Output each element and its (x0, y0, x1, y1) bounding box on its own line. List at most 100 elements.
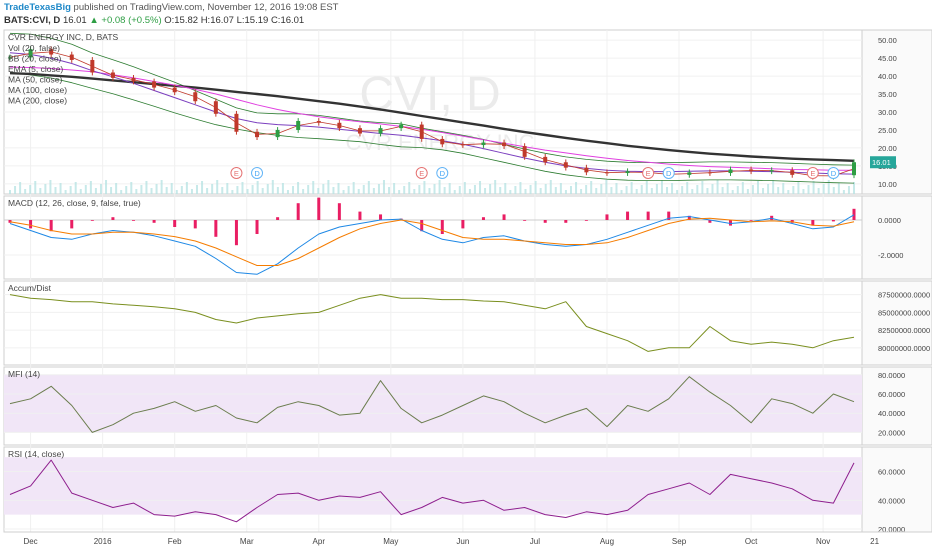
volume-bar (696, 185, 699, 194)
volume-bar (155, 184, 158, 194)
volume-bar (175, 190, 178, 194)
candle-body (152, 81, 157, 88)
volume-bar (14, 186, 17, 194)
candle-body (193, 92, 198, 102)
dividend-icon[interactable]: D (662, 167, 675, 179)
price-legend-item[interactable]: MA (50, close) (8, 75, 62, 85)
price-legend-item[interactable]: MA (200, close) (8, 96, 67, 106)
volume-bar (408, 182, 411, 194)
volume-bar (256, 181, 259, 194)
macd-histogram-bar (152, 220, 156, 223)
price-tick-label: 40.00 (878, 72, 897, 81)
earnings-icon[interactable]: E (806, 167, 819, 179)
macd-histogram-bar (214, 220, 218, 237)
macd-histogram-bar (626, 211, 630, 220)
earnings-icon[interactable]: E (642, 167, 655, 179)
price-legend-item[interactable]: MA (100, close) (8, 85, 67, 95)
price-legend-item[interactable]: BB (20, close) (8, 54, 62, 64)
volume-bar (605, 180, 608, 194)
earnings-icon[interactable]: E (415, 167, 428, 179)
volume-bar (837, 183, 840, 194)
x-tick-label: May (383, 537, 398, 546)
price-tick-label: 45.00 (878, 54, 897, 63)
publisher-link[interactable]: TradeTexasBig (4, 2, 71, 13)
event-label: D (440, 169, 446, 178)
volume-bar (165, 187, 168, 194)
event-label: E (646, 169, 651, 178)
macd-histogram-bar (420, 220, 424, 232)
volume-bar (302, 189, 305, 194)
candle-body (790, 170, 795, 175)
candle-body (234, 113, 239, 132)
last-price-tag (870, 156, 896, 169)
macd-histogram-bar (687, 215, 691, 220)
volume-bar (110, 187, 113, 194)
volume-bar (286, 190, 289, 194)
x-tick-label: Nov (816, 537, 830, 546)
price-tick-label: 25.00 (878, 126, 897, 135)
volume-bar (640, 185, 643, 194)
volume-bar (99, 184, 102, 194)
macd-histogram-bar (440, 220, 444, 234)
volume-bar (332, 187, 335, 194)
signal-line (9, 217, 855, 266)
volume-bar (403, 186, 406, 194)
volume-bar (398, 190, 401, 194)
accum-legend[interactable]: Accum/Dist (8, 283, 52, 293)
candle-body (543, 156, 548, 163)
volume-bar (251, 185, 254, 194)
dividend-icon[interactable]: D (827, 167, 840, 179)
bb-lower-line (9, 71, 855, 184)
volume-bar (342, 190, 345, 194)
candle-body (255, 131, 260, 138)
volume-bar (150, 188, 153, 194)
volume-bar (847, 186, 850, 194)
volume-bar (468, 189, 471, 194)
mfi-tick-label: 80.0000 (878, 371, 905, 380)
event-circle (251, 167, 264, 179)
volume-bar (741, 182, 744, 194)
macd-histogram-bar (728, 220, 732, 226)
candle-body (337, 122, 342, 129)
candle-body (502, 142, 507, 147)
volume-bar (84, 185, 87, 194)
price-legend-item[interactable]: EMA (5, close) (8, 64, 63, 74)
macd-histogram-bar (502, 214, 506, 220)
earnings-icon[interactable]: E (230, 167, 243, 179)
mfi-legend[interactable]: MFI (14) (8, 369, 40, 379)
volume-bar (539, 188, 542, 194)
volume-bar (731, 190, 734, 194)
volume-bar (185, 182, 188, 194)
price-legend-item[interactable]: Vol (20, false) (8, 43, 60, 53)
volume-bar (382, 180, 385, 194)
volume-bar (438, 180, 441, 194)
volume-bar (105, 180, 108, 194)
volume-bar (615, 183, 618, 194)
macd-histogram-bar (646, 211, 650, 220)
volume-bar (544, 184, 547, 194)
accum-tick-label: 85000000.0000 (878, 308, 930, 317)
macd-legend[interactable]: MACD (12, 26, close, 9, false, true) (8, 198, 141, 208)
dividend-icon[interactable]: D (436, 167, 449, 179)
x-tick-label: Jul (530, 537, 540, 546)
macd-tick-label: 0.0000 (878, 216, 901, 225)
macd-histogram-bar (70, 220, 74, 229)
ma50-line (9, 52, 855, 175)
x-tick-label: 21 (870, 537, 879, 546)
candle-body (481, 142, 486, 146)
volume-bar (625, 186, 628, 194)
ohlc-values: O:15.82 H:16.07 L:15.19 C:16.01 (164, 15, 305, 26)
volume-bar (428, 188, 431, 194)
volume-bar (691, 189, 694, 194)
macd-histogram-bar (481, 217, 485, 220)
mfi-line (9, 376, 855, 433)
volume-bar (357, 189, 360, 194)
rsi-legend[interactable]: RSI (14, close) (8, 449, 64, 459)
dividend-icon[interactable]: D (251, 167, 264, 179)
candle-body (296, 120, 301, 130)
candle-body (357, 128, 362, 134)
accum-tick-label: 82500000.0000 (878, 326, 930, 335)
symbol-label: BATS:CVI, D (4, 15, 61, 26)
publish-line: TradeTexasBig published on TradingView.c… (4, 2, 338, 13)
